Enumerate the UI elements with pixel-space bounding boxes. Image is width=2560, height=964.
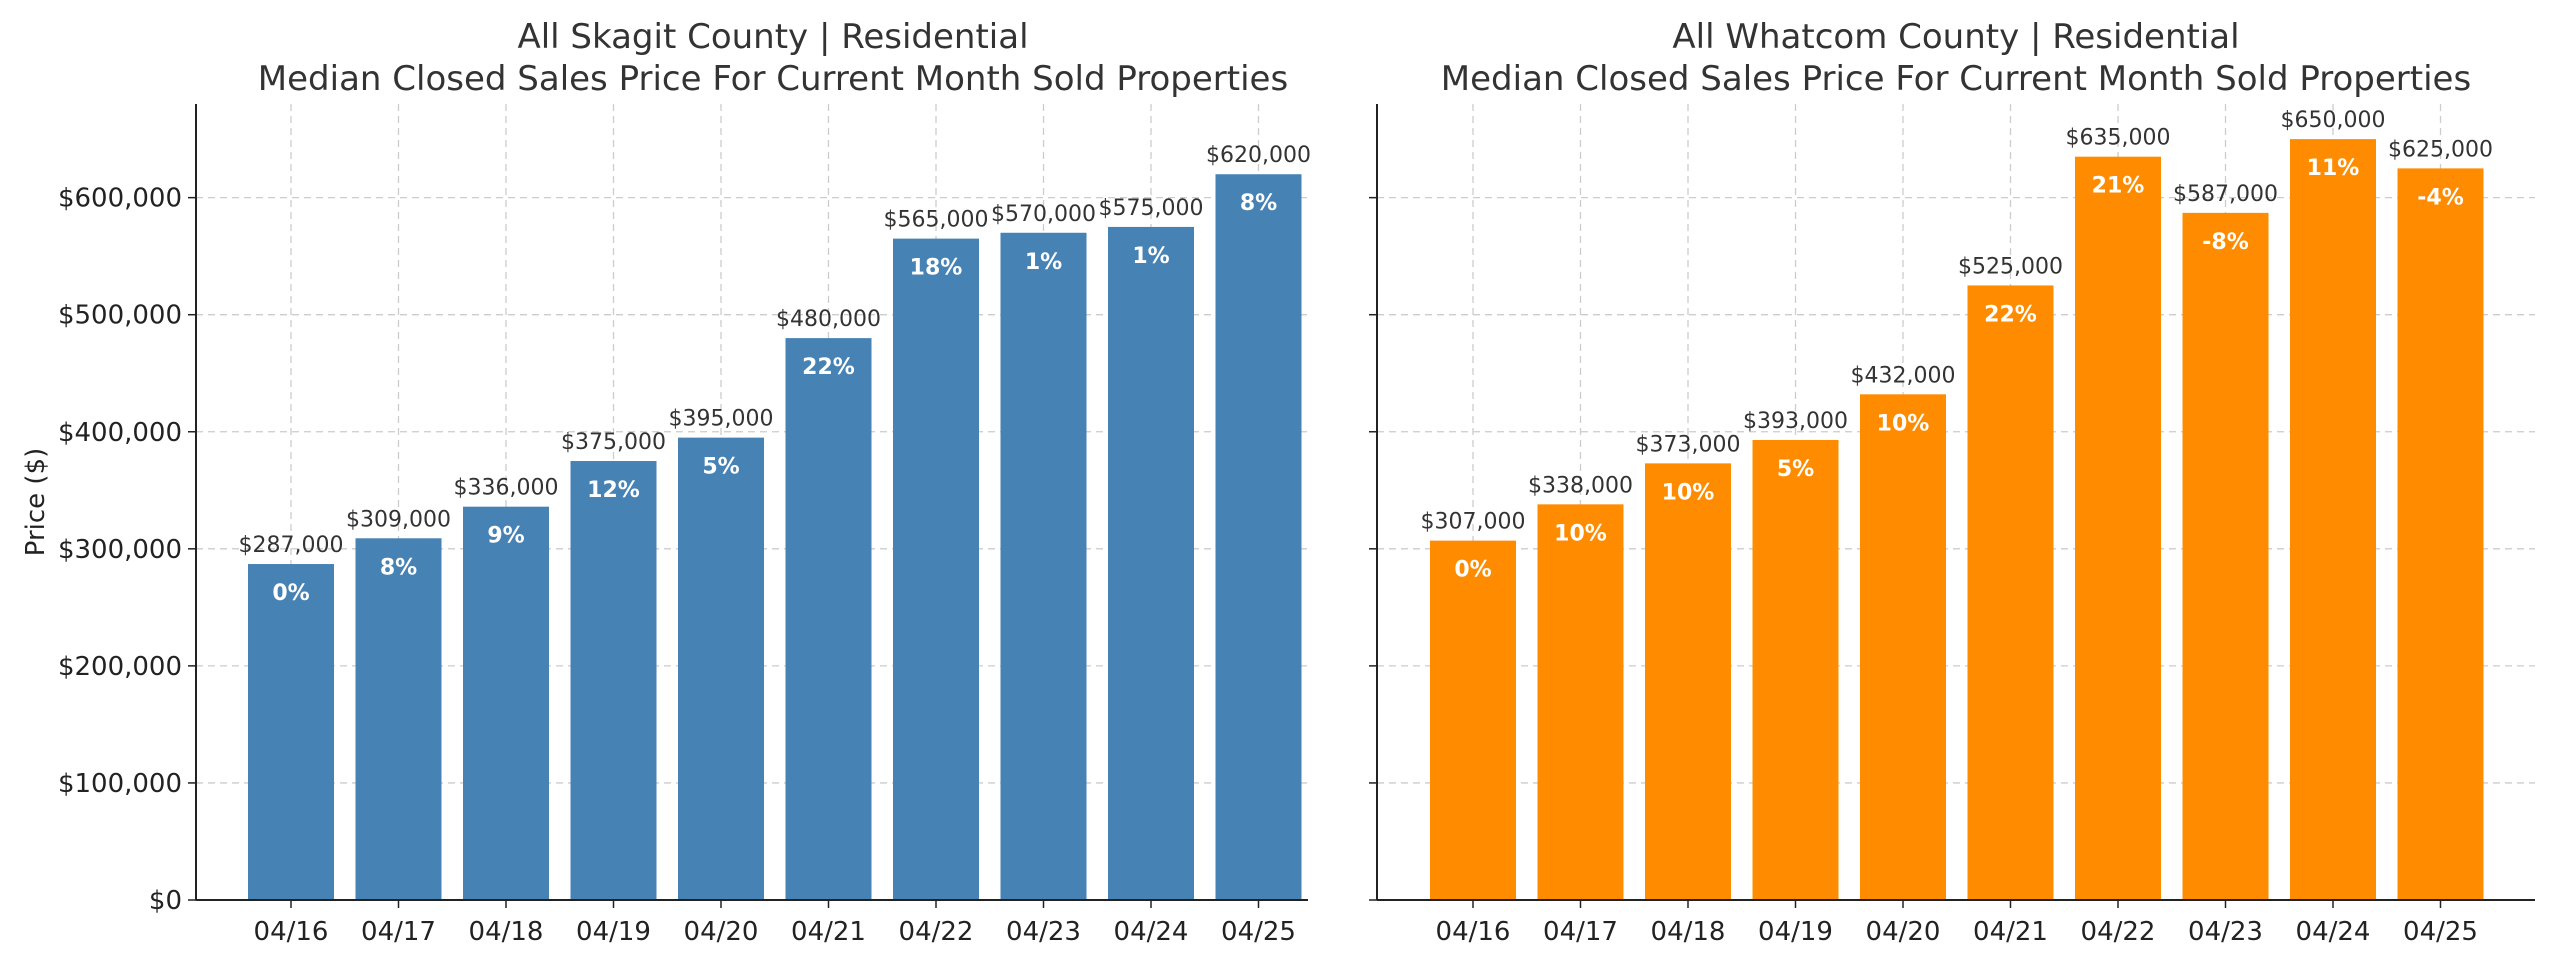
bar-04-20 — [678, 437, 764, 900]
x-tick-label: 04/24 — [1114, 917, 1189, 947]
chart-subtitle: Median Closed Sales Price For Current Mo… — [1441, 59, 2471, 99]
bar-change-label: -8% — [2202, 230, 2248, 255]
bar-change-label: 21% — [2092, 174, 2145, 199]
y-tick-label: $200,000 — [58, 652, 182, 682]
chart-title: All Skagit County | Residential — [517, 17, 1028, 57]
bar-04-19 — [1752, 439, 1839, 900]
bar-value-label: $480,000 — [776, 307, 881, 332]
x-tick-label: 04/20 — [1866, 917, 1941, 947]
bar-value-label: $635,000 — [2066, 126, 2171, 151]
bar-change-label: 9% — [487, 524, 524, 549]
bar-value-label: $625,000 — [2388, 137, 2493, 162]
bar-change-label: 11% — [2307, 156, 2360, 181]
bar-change-label: 8% — [380, 555, 417, 580]
x-tick-label: 04/22 — [899, 917, 974, 947]
bar-04-16 — [1430, 540, 1516, 900]
bar-04-22 — [893, 238, 979, 900]
bar-value-label: $373,000 — [1636, 432, 1741, 457]
x-tick-label: 04/21 — [791, 917, 866, 947]
bar-value-label: $432,000 — [1851, 363, 1956, 388]
bar-04-23 — [1000, 232, 1087, 900]
bar-value-label: $287,000 — [239, 533, 344, 558]
x-tick-label: 04/22 — [2081, 917, 2156, 947]
x-tick-label: 04/24 — [2296, 917, 2371, 947]
bar-value-label: $393,000 — [1743, 409, 1848, 434]
bar-04-24 — [1108, 226, 1194, 901]
bar-04-17 — [1537, 504, 1624, 900]
bar-04-25 — [2397, 168, 2484, 901]
bar-04-18 — [1645, 463, 1731, 900]
chart-subtitle: Median Closed Sales Price For Current Mo… — [258, 59, 1288, 99]
bar-change-label: 22% — [802, 355, 855, 380]
bar-04-21 — [1967, 285, 2054, 900]
x-tick-label: 04/23 — [1006, 917, 1081, 947]
bar-value-label: $395,000 — [669, 407, 774, 432]
bar-value-label: $620,000 — [1206, 143, 1311, 168]
bar-value-label: $570,000 — [991, 202, 1096, 227]
bar-value-label: $650,000 — [2281, 108, 2386, 133]
bar-change-label: 12% — [587, 478, 640, 503]
bar-change-label: 18% — [910, 256, 963, 281]
bar-change-label: 10% — [1662, 480, 1715, 505]
x-tick-label: 04/19 — [576, 917, 651, 947]
bar-change-label: -4% — [2417, 185, 2463, 210]
x-tick-label: 04/18 — [1651, 917, 1726, 947]
y-axis-label: Price ($) — [21, 448, 51, 557]
bar-change-label: 5% — [1777, 457, 1814, 482]
bar-change-label: 10% — [1554, 521, 1607, 546]
bar-value-label: $336,000 — [454, 476, 559, 501]
bar-value-label: $565,000 — [884, 208, 989, 233]
bar-change-label: 8% — [1240, 191, 1277, 216]
chart-title: All Whatcom County | Residential — [1672, 17, 2239, 57]
bar-04-19 — [570, 461, 657, 900]
x-tick-label: 04/16 — [1436, 917, 1511, 947]
bar-value-label: $375,000 — [561, 430, 666, 455]
bar-value-label: $307,000 — [1421, 510, 1526, 535]
y-tick-label: $400,000 — [58, 418, 182, 448]
bar-change-label: 0% — [272, 581, 309, 606]
bar-04-22 — [2075, 156, 2161, 901]
bar-change-label: 10% — [1877, 411, 1930, 436]
bar-value-label: $587,000 — [2173, 182, 2278, 207]
bar-change-label: 1% — [1132, 244, 1169, 269]
x-tick-label: 04/21 — [1973, 917, 2048, 947]
x-tick-label: 04/17 — [361, 917, 436, 947]
bar-value-label: $525,000 — [1958, 254, 2063, 279]
y-tick-label: $600,000 — [58, 184, 182, 214]
x-tick-label: 04/19 — [1758, 917, 1833, 947]
bar-04-17 — [355, 538, 442, 900]
bar-04-18 — [463, 506, 549, 900]
bar-04-25 — [1215, 174, 1302, 900]
bar-change-label: 5% — [702, 455, 739, 480]
x-tick-label: 04/18 — [469, 917, 544, 947]
y-tick-label: $100,000 — [58, 769, 182, 799]
bar-change-label: 22% — [1984, 302, 2037, 327]
y-tick-label: $0 — [149, 886, 182, 916]
x-tick-label: 04/23 — [2188, 917, 2263, 947]
bar-value-label: $309,000 — [346, 507, 451, 532]
y-tick-label: $500,000 — [58, 301, 182, 331]
bar-value-label: $338,000 — [1528, 473, 1633, 498]
bar-change-label: 1% — [1025, 250, 1062, 275]
y-tick-label: $300,000 — [58, 535, 182, 565]
x-tick-label: 04/20 — [684, 917, 759, 947]
bar-04-21 — [785, 338, 872, 900]
bar-04-16 — [248, 564, 334, 900]
bar-change-label: 0% — [1454, 558, 1491, 583]
bar-04-23 — [2182, 212, 2269, 901]
x-tick-label: 04/25 — [1221, 917, 1296, 947]
x-tick-label: 04/17 — [1543, 917, 1618, 947]
bar-value-label: $575,000 — [1099, 196, 1204, 221]
bar-04-24 — [2290, 139, 2376, 900]
x-tick-label: 04/25 — [2403, 917, 2478, 947]
bar-04-20 — [1860, 394, 1946, 900]
x-tick-label: 04/16 — [254, 917, 329, 947]
